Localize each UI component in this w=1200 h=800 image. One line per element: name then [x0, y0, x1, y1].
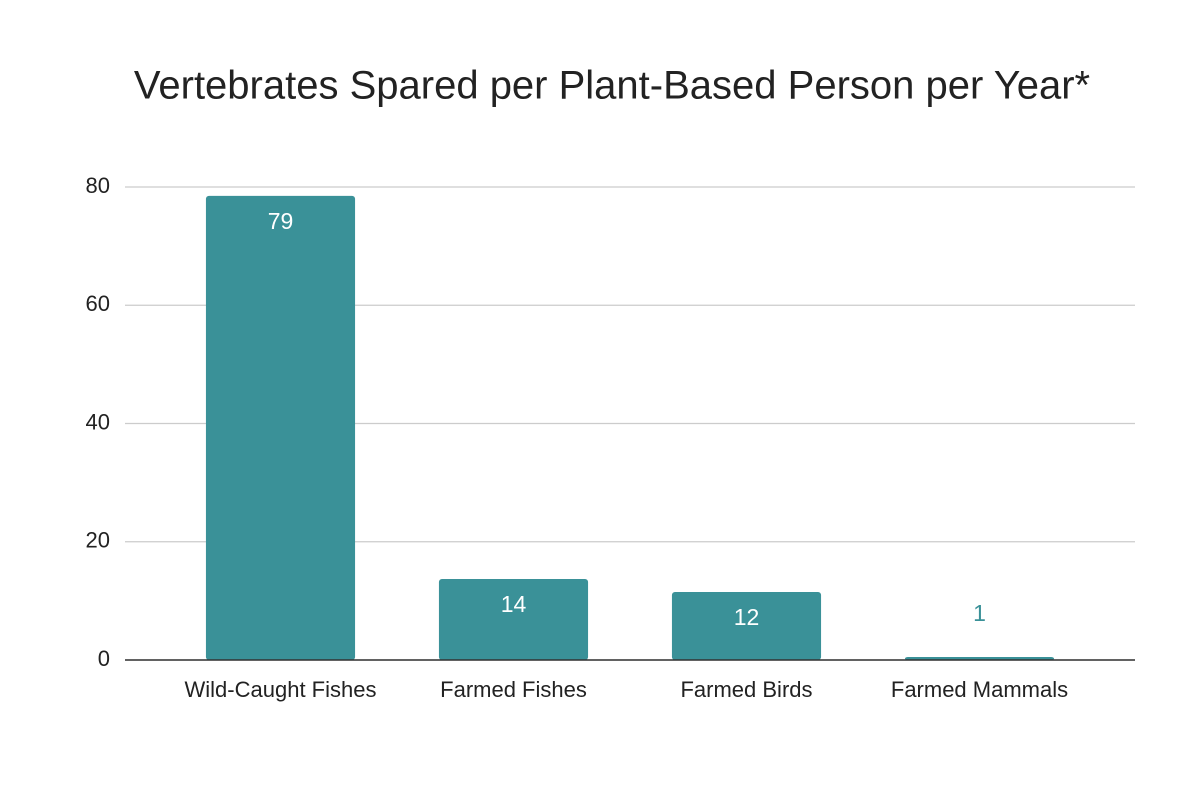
data-label: 79: [268, 208, 294, 234]
data-label: 14: [501, 591, 527, 617]
x-tick-label: Farmed Birds: [680, 677, 812, 702]
bar: [205, 195, 356, 660]
bar: [438, 578, 589, 660]
x-tick-label: Wild-Caught Fishes: [185, 677, 377, 702]
chart-title: Vertebrates Spared per Plant-Based Perso…: [134, 64, 1090, 108]
data-label: 1: [973, 600, 986, 626]
y-tick-label: 60: [86, 291, 110, 316]
y-tick-label: 20: [86, 528, 110, 553]
y-tick-label: 80: [86, 173, 110, 198]
x-tick-label: Farmed Mammals: [891, 677, 1068, 702]
y-tick-label: 40: [86, 409, 110, 434]
x-tick-label: Farmed Fishes: [440, 677, 587, 702]
bar: [671, 592, 822, 660]
y-tick-label: 0: [98, 646, 110, 671]
data-label: 12: [734, 604, 760, 630]
